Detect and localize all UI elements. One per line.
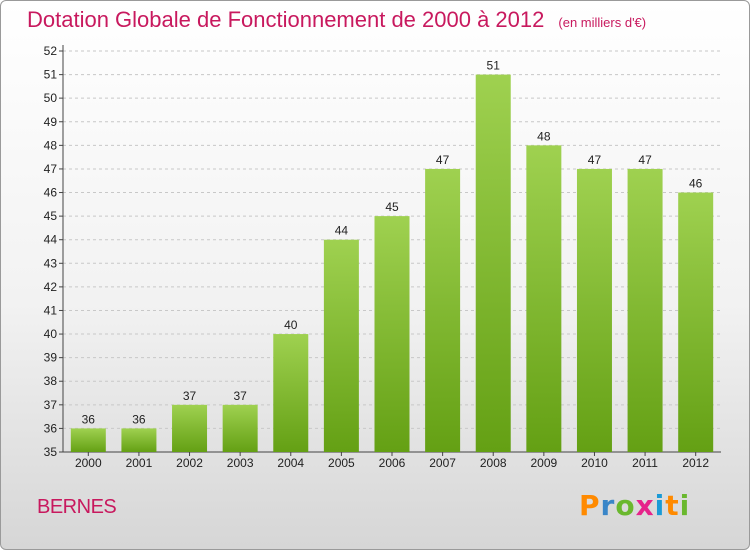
- y-tick-label: 46: [44, 186, 58, 200]
- y-tick-label: 51: [44, 68, 58, 82]
- logo-letter: P: [579, 489, 601, 522]
- y-tick-label: 35: [44, 445, 58, 459]
- bar-2002: [172, 404, 208, 452]
- y-tick-label: 40: [44, 327, 58, 341]
- y-tick-label: 47: [44, 162, 58, 176]
- logo-letter: i: [679, 489, 691, 522]
- logo-letter: i: [654, 489, 666, 522]
- y-tick-label: 39: [44, 351, 58, 365]
- y-tick-label: 52: [44, 44, 58, 58]
- bar-2000: [70, 428, 106, 452]
- x-tick-label: 2011: [632, 456, 658, 470]
- data-label: 44: [335, 224, 349, 238]
- data-label: 47: [436, 153, 450, 167]
- y-tick-label: 42: [44, 280, 58, 294]
- y-tick-label: 36: [44, 421, 58, 435]
- y-tick-label: 43: [44, 256, 58, 270]
- logo-letter: r: [600, 489, 616, 522]
- bar-2003: [222, 404, 258, 452]
- data-labels: 36 36 37 37 40 44 45 47 51 48 47 47 46: [82, 59, 703, 427]
- bar-2004: [273, 334, 309, 452]
- x-axis-tick-labels: 2000 2001 2002 2003 2004 2005 2006 2007 2008 2009…: [75, 456, 709, 470]
- data-label: 36: [132, 412, 146, 426]
- chart-title-text: Dotation Globale de Fonctionnement de 20…: [27, 7, 545, 32]
- y-axis-tick-labels: 35 36 37 38 39 40 41 42 43 44 45 46 47 48 49 50 51 52: [44, 44, 58, 459]
- y-tick-label: 45: [44, 209, 58, 223]
- x-tick-label: 2005: [328, 456, 355, 470]
- bar-2010: [576, 168, 612, 453]
- bar-2008: [475, 74, 511, 453]
- x-tick-label: 2009: [530, 456, 557, 470]
- y-tick-label: 44: [44, 233, 58, 247]
- bar-2009: [526, 145, 562, 452]
- y-tick-label: 48: [44, 138, 58, 152]
- chart-subtitle: (en milliers d'€): [558, 15, 647, 30]
- logo-letter: t: [665, 489, 680, 522]
- logo-letter: o: [615, 489, 636, 522]
- data-label: 37: [233, 389, 247, 403]
- y-tick-label: 50: [44, 91, 58, 105]
- bar-2007: [425, 168, 461, 453]
- bar-2005: [323, 239, 359, 452]
- bar-2012: [678, 192, 714, 452]
- data-label: 47: [638, 153, 652, 167]
- x-tick-label: 2010: [581, 456, 608, 470]
- bar-2011: [627, 168, 663, 453]
- y-tick-label: 49: [44, 115, 58, 129]
- x-tick-label: 2007: [429, 456, 456, 470]
- bar-2006: [374, 216, 410, 452]
- y-tick-label: 37: [44, 398, 58, 412]
- x-tick-label: 2000: [75, 456, 102, 470]
- proxiti-logo: Proxiti: [579, 489, 690, 522]
- data-label: 45: [385, 200, 399, 214]
- data-label: 46: [689, 177, 703, 191]
- data-label: 47: [588, 153, 602, 167]
- data-label: 40: [284, 318, 298, 332]
- x-tick-label: 2012: [682, 456, 709, 470]
- data-label: 36: [82, 412, 96, 426]
- y-tick-label: 41: [44, 303, 58, 317]
- y-tick-label: 38: [44, 374, 58, 388]
- bars: [70, 74, 714, 453]
- logo-letter: x: [635, 489, 655, 522]
- x-tick-label: 2004: [277, 456, 304, 470]
- x-tick-label: 2008: [480, 456, 507, 470]
- data-label: 37: [183, 389, 197, 403]
- commune-name: BERNES: [37, 496, 117, 518]
- x-tick-label: 2002: [176, 456, 203, 470]
- data-label: 48: [537, 129, 551, 143]
- x-tick-label: 2003: [227, 456, 254, 470]
- x-tick-label: 2001: [126, 456, 153, 470]
- data-label: 51: [487, 59, 501, 73]
- x-tick-label: 2006: [379, 456, 406, 470]
- chart-title: Dotation Globale de Fonctionnement de 20…: [27, 7, 646, 33]
- bar-2001: [121, 428, 157, 452]
